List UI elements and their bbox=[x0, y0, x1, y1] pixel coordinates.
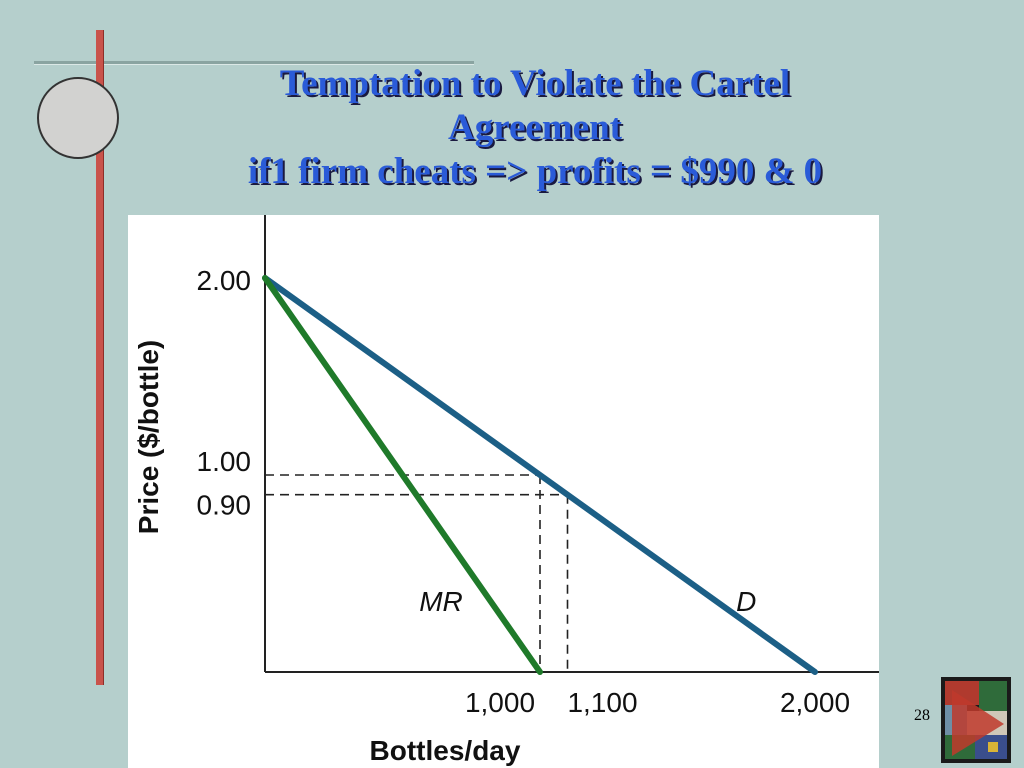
title-line-1: Temptation to Violate the Cartel bbox=[279, 63, 791, 104]
chart-panel: D MR 2.00 1.00 0.90 1,000 1,100 2,000 Bottles/da… bbox=[128, 215, 879, 768]
x-tick-label-1: 1,100 bbox=[567, 687, 637, 718]
page-number: 28 bbox=[914, 707, 930, 724]
y-tick-label-0: 2.00 bbox=[197, 265, 252, 296]
circle-ornament bbox=[37, 77, 119, 159]
series-label-mr: MR bbox=[419, 586, 463, 617]
x-axis-label: Bottles/day bbox=[370, 735, 521, 766]
x-tick-label-2: 2,000 bbox=[780, 687, 850, 718]
price-quantity-chart: D MR 2.00 1.00 0.90 1,000 1,100 2,000 Bottles/da… bbox=[133, 215, 879, 766]
series-line-d bbox=[262, 275, 818, 675]
y-axis-label: Price ($/bottle) bbox=[133, 340, 164, 534]
logo-icon bbox=[941, 677, 1011, 763]
accent-bar bbox=[96, 30, 103, 685]
y-tick-label-1: 1.00 bbox=[197, 446, 252, 477]
series-line-mr bbox=[262, 275, 543, 675]
slide-title: Temptation to Violate the Cartel Agreeme… bbox=[110, 62, 960, 194]
y-tick-label-2: 0.90 bbox=[197, 490, 252, 521]
series-label-d: D bbox=[736, 586, 756, 617]
title-rule-highlight bbox=[34, 64, 474, 65]
title-line-2: Agreement bbox=[448, 107, 622, 148]
title-line-3: if1 firm cheats => profits = $990 & 0 bbox=[247, 151, 823, 192]
x-tick-label-0: 1,000 bbox=[465, 687, 535, 718]
title-rule bbox=[34, 61, 474, 64]
